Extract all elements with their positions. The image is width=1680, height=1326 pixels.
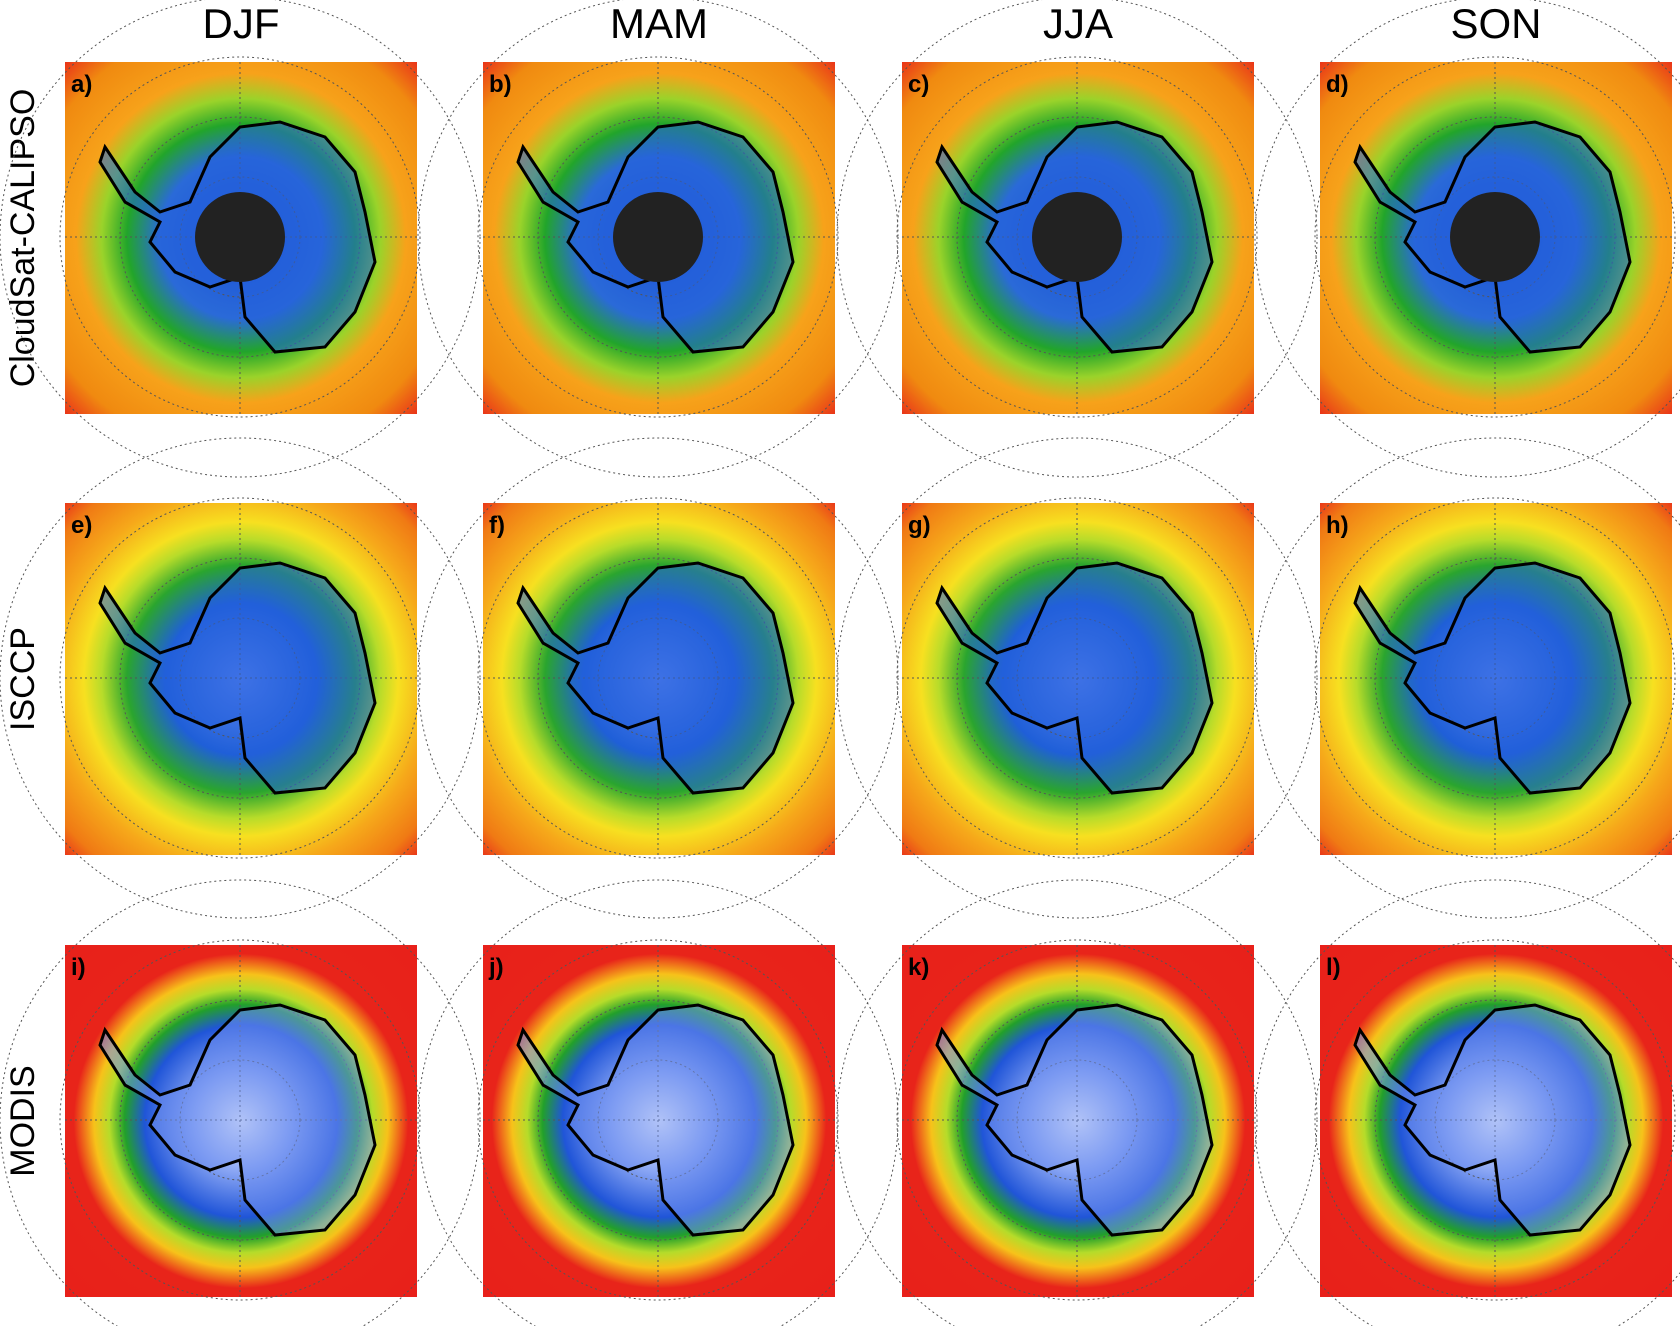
latitude-circle (836, 0, 1318, 478)
latitude-circle (1254, 879, 1680, 1326)
latitude-circle (836, 437, 1318, 919)
map-panel: i) (0, 879, 481, 1326)
map-panel: b) (417, 0, 899, 478)
no-data-pole (1450, 192, 1540, 282)
panel-label: f) (489, 512, 505, 539)
latitude-circle (477, 497, 839, 859)
latitude-circle (0, 0, 481, 478)
latitude-circle (59, 56, 421, 418)
column-header: JJA (1043, 0, 1113, 47)
map-panel: a) (0, 0, 481, 478)
panel-label: b) (489, 71, 512, 98)
map-panel: k) (836, 879, 1318, 1326)
column-header: SON (1450, 0, 1541, 47)
latitude-circle (1314, 56, 1676, 418)
latitude-circle (417, 0, 899, 478)
no-data-pole (195, 192, 285, 282)
latitude-circle (0, 879, 481, 1326)
map-panel: c) (836, 0, 1318, 478)
map-panel: h) (1254, 437, 1680, 919)
column-header: DJF (203, 0, 280, 47)
no-data-pole (613, 192, 703, 282)
panel-label: j) (488, 954, 504, 981)
latitude-circle (59, 939, 421, 1301)
latitude-circle (896, 56, 1258, 418)
latitude-circle (896, 939, 1258, 1301)
panel-label: i) (71, 954, 86, 981)
panel-label: h) (1326, 512, 1349, 539)
panel-label: k) (908, 954, 929, 981)
latitude-circle (1254, 0, 1680, 478)
panel-label: d) (1326, 71, 1349, 98)
latitude-circle (477, 939, 839, 1301)
map-panel: d) (1254, 0, 1680, 478)
latitude-circle (896, 497, 1258, 859)
map-panel: l) (1254, 879, 1680, 1326)
latitude-circle (417, 437, 899, 919)
panel-label: c) (908, 71, 929, 98)
column-header: MAM (610, 0, 708, 47)
map-panel: f) (417, 437, 899, 919)
map-panel: g) (836, 437, 1318, 919)
latitude-circle (477, 56, 839, 418)
latitude-circle (59, 497, 421, 859)
latitude-circle (1314, 497, 1676, 859)
panel-label: l) (1326, 954, 1341, 981)
row-label: MODIS (4, 1065, 42, 1176)
row-label: ISCCP (4, 627, 42, 731)
panel-label: g) (908, 512, 931, 539)
map-panel: j) (417, 879, 899, 1326)
panel-label: e) (71, 512, 92, 539)
panel-label: a) (71, 71, 92, 98)
latitude-circle (1254, 437, 1680, 919)
latitude-circle (417, 879, 899, 1326)
latitude-circle (1314, 939, 1676, 1301)
latitude-circle (0, 437, 481, 919)
latitude-circle (836, 879, 1318, 1326)
map-panel: e) (0, 437, 481, 919)
no-data-pole (1032, 192, 1122, 282)
row-label: CloudSat-CALIPSO (4, 89, 42, 388)
